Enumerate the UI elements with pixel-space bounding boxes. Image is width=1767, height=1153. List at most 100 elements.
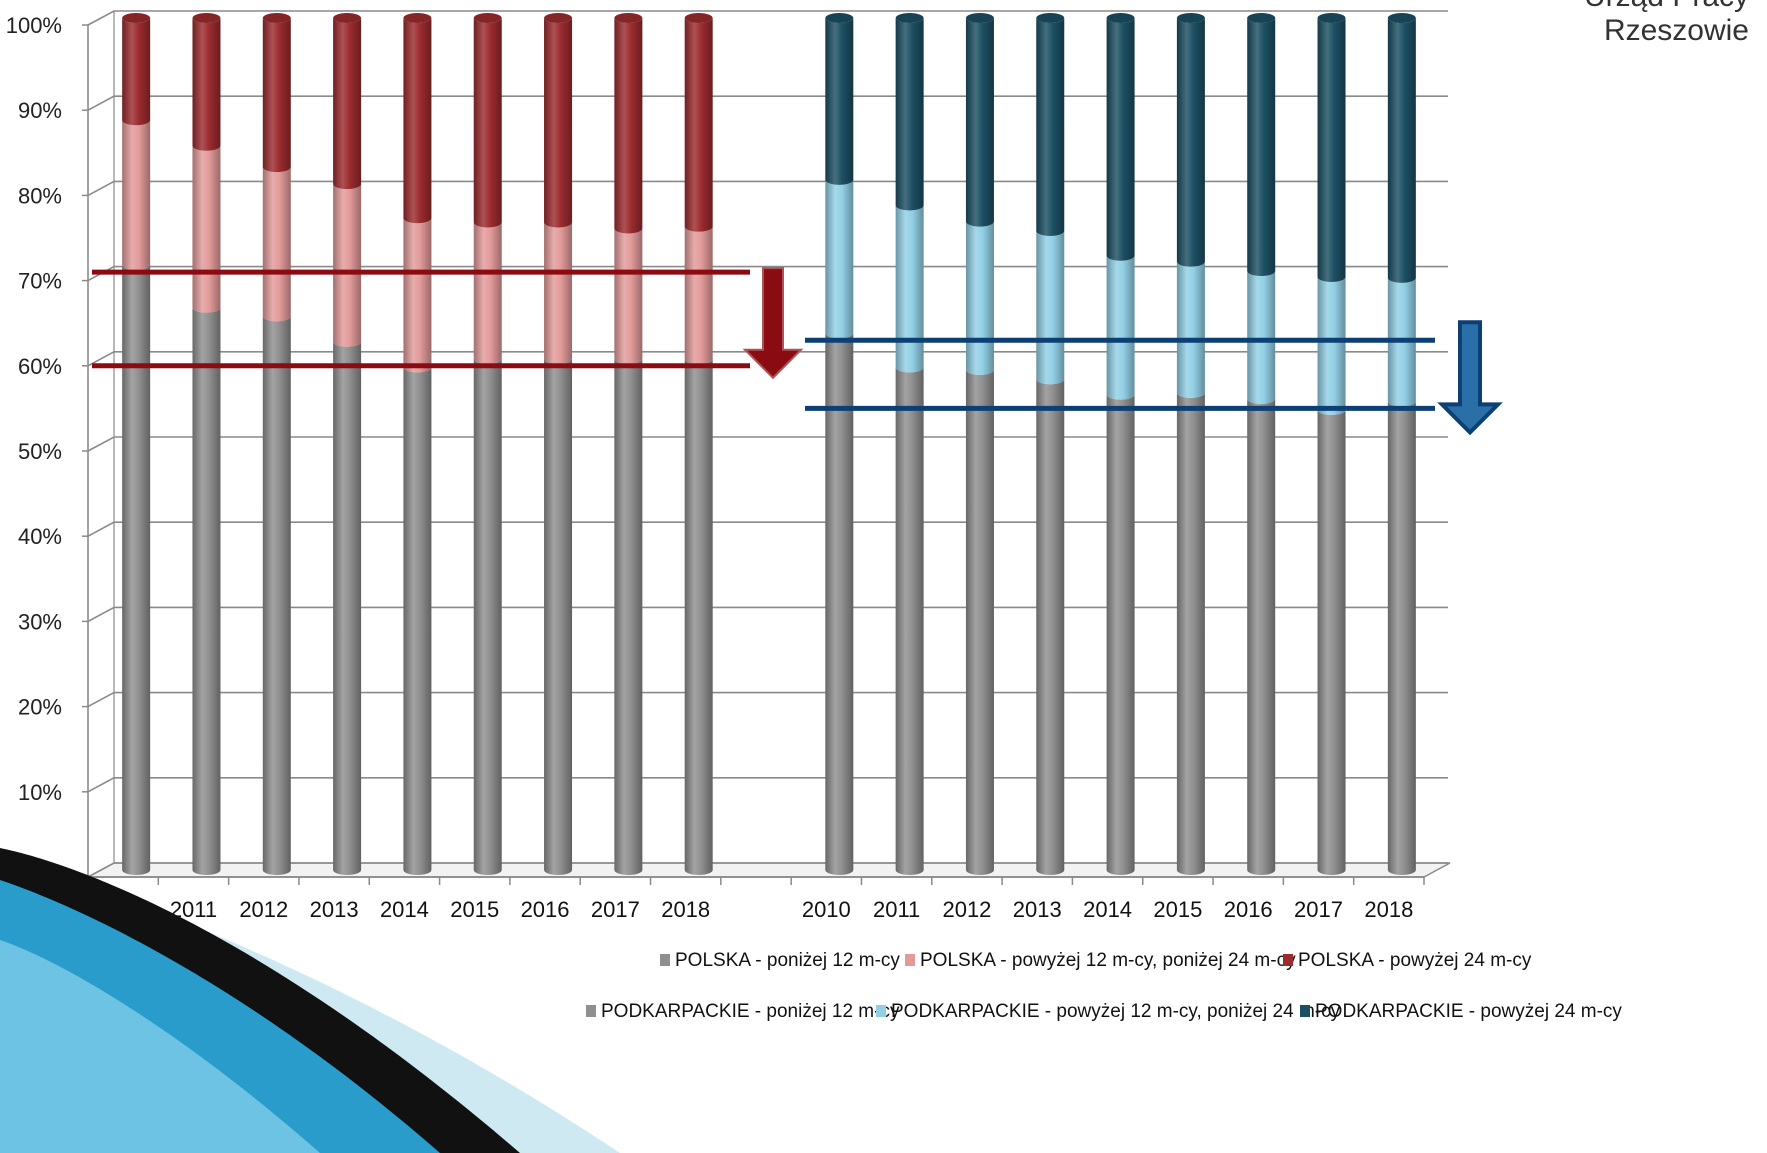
legend-label: POLSKA - powyżej 24 m-cy xyxy=(1298,950,1532,971)
bar-segment xyxy=(684,226,713,364)
bar-segment xyxy=(1036,18,1065,236)
bar-top-cap xyxy=(1036,13,1065,23)
bar-top-cap xyxy=(1317,13,1346,23)
y-tick-label: 20% xyxy=(18,695,62,720)
bar-top-cap xyxy=(1387,13,1416,23)
bar-segment xyxy=(544,222,573,364)
down-arrow xyxy=(742,267,804,380)
bar-segment xyxy=(333,341,362,875)
bar-segment xyxy=(614,228,643,364)
bar-top-cap xyxy=(895,13,924,23)
bar-top-cap xyxy=(614,13,643,23)
x-tick-label: 2013 xyxy=(310,897,359,922)
x-tick-label: 2010 xyxy=(802,897,851,922)
bar-top-cap xyxy=(684,13,713,23)
bar-top-cap xyxy=(262,13,291,23)
bar-segment xyxy=(1106,18,1135,261)
x-tick-label: 2012 xyxy=(239,897,288,922)
bar-segment xyxy=(965,221,994,375)
bar-top-cap xyxy=(473,13,502,23)
bar-segment xyxy=(1176,392,1205,875)
x-tick-label: 2017 xyxy=(591,897,640,922)
bar-segment xyxy=(122,265,151,876)
down-arrow xyxy=(1437,320,1503,436)
bar-segment xyxy=(1176,18,1205,267)
y-tick-label: 30% xyxy=(18,609,62,634)
bar-segment xyxy=(965,18,994,227)
bar-segment xyxy=(262,18,291,173)
bar-segment xyxy=(192,307,221,875)
decor-swoosh-lightblue xyxy=(0,940,320,1153)
bar-segment xyxy=(1317,277,1346,415)
bar-segment xyxy=(1247,398,1276,875)
bar-top-cap xyxy=(965,13,994,23)
x-tick-label: 2018 xyxy=(1364,897,1413,922)
legend-label: PODKARPACKIE - poniżej 12 m-cy xyxy=(601,1001,900,1022)
bar-segment xyxy=(262,316,291,875)
bar-segment xyxy=(544,358,573,875)
y-tick-label: 90% xyxy=(18,98,62,123)
legend-swatch xyxy=(905,954,915,966)
bar-segment xyxy=(473,222,502,364)
bar-top-cap xyxy=(1106,13,1135,23)
legend-label: PODKARPACKIE - powyżej 12 m-cy, poniżej … xyxy=(891,1001,1341,1022)
x-tick-label: 2015 xyxy=(1153,897,1202,922)
y-tick-label: 70% xyxy=(18,269,62,294)
logo-text-line-2: Rzeszowie xyxy=(1603,14,1749,47)
x-tick-label: 2016 xyxy=(1224,897,1273,922)
bar-segment xyxy=(965,369,994,875)
bar-segment xyxy=(333,184,362,347)
bar-segment xyxy=(192,145,221,313)
bar-segment xyxy=(1247,18,1276,277)
x-tick-label: 2014 xyxy=(1083,897,1132,922)
bar-segment xyxy=(1036,231,1065,385)
bar-segment xyxy=(825,18,854,185)
bar-segment xyxy=(684,358,713,875)
bar-segment xyxy=(1106,394,1135,875)
bar-segment xyxy=(122,120,151,271)
legend-swatch xyxy=(1300,1005,1310,1017)
x-tick-label: 2016 xyxy=(521,897,570,922)
bar-segment xyxy=(403,218,432,373)
y-tick-label: 60% xyxy=(18,354,62,379)
legend-swatch xyxy=(586,1005,596,1017)
x-tick-label: 2018 xyxy=(661,897,710,922)
bar-top-cap xyxy=(825,13,854,23)
bar-segment xyxy=(614,18,643,234)
bar-segment xyxy=(473,358,502,875)
bar-segment xyxy=(1176,261,1205,398)
bar-top-cap xyxy=(544,13,573,23)
bar-segment xyxy=(895,367,924,875)
bar-segment xyxy=(1036,379,1065,875)
legend-swatch xyxy=(1283,954,1293,966)
bar-segment xyxy=(614,358,643,875)
logo-text-line-1: Urząd Pracy xyxy=(1584,0,1749,14)
bar-segment xyxy=(1387,18,1416,283)
bar-top-cap xyxy=(122,13,151,23)
legend-swatch xyxy=(660,954,670,966)
x-tick-label: 2011 xyxy=(873,897,920,922)
bar-segment xyxy=(262,167,291,322)
x-tick-label: 2012 xyxy=(942,897,991,922)
bar-segment xyxy=(192,18,221,151)
bar-segment xyxy=(333,18,362,190)
bar-top-cap xyxy=(1247,13,1276,23)
bar-segment xyxy=(122,18,151,126)
x-tick-label: 2015 xyxy=(450,897,499,922)
x-tick-label: 2013 xyxy=(1013,897,1062,922)
bar-segment xyxy=(1387,401,1416,875)
legend-label: POLSKA - powyżej 12 m-cy, poniżej 24 m-c… xyxy=(920,950,1296,971)
bar-segment xyxy=(473,18,502,228)
bar-segment xyxy=(684,18,713,232)
bar-segment xyxy=(825,333,854,875)
plot-back-wall xyxy=(88,11,1450,877)
bar-top-cap xyxy=(192,13,221,23)
plot-floor xyxy=(87,862,1451,878)
bar-segment xyxy=(1317,409,1346,875)
legend-swatch xyxy=(876,1005,886,1017)
bar-segment xyxy=(1317,18,1346,283)
y-tick-label: 10% xyxy=(18,780,62,805)
bar-segment xyxy=(403,367,432,875)
x-tick-label: 2017 xyxy=(1294,897,1343,922)
